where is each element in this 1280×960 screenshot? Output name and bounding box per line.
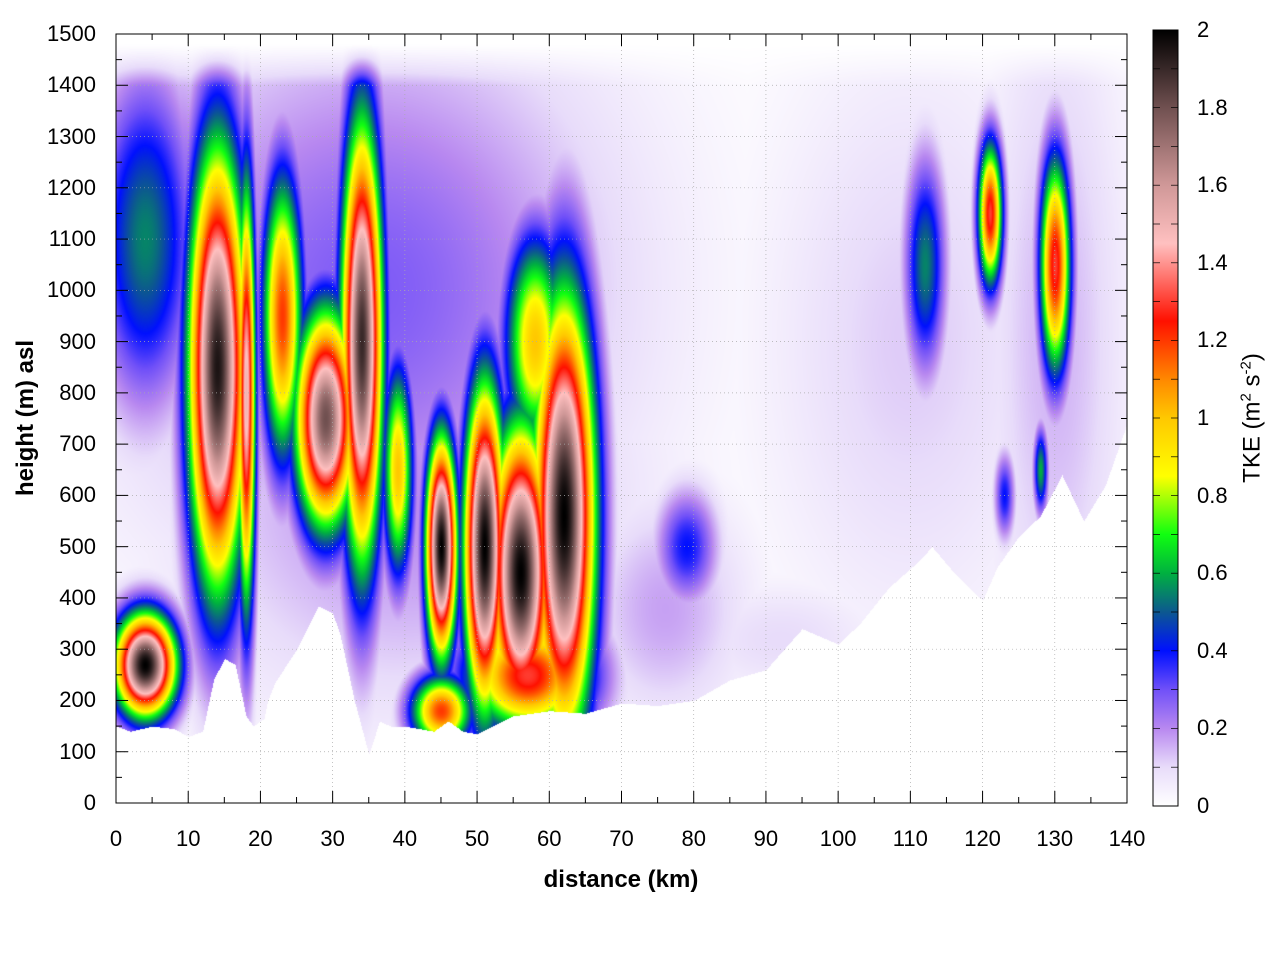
y-tick-label: 200 bbox=[59, 687, 96, 713]
y-tick-label: 500 bbox=[59, 533, 96, 559]
x-tick-label: 10 bbox=[175, 826, 201, 851]
colorbar-tick-label: 2 bbox=[1197, 17, 1210, 42]
y-tick-label: 800 bbox=[59, 379, 96, 405]
x-tick-label: 90 bbox=[753, 826, 779, 851]
colorbar-tick-label: 1.8 bbox=[1197, 94, 1228, 120]
y-tick-label: 400 bbox=[59, 584, 96, 610]
x-tick-label: 80 bbox=[681, 826, 706, 851]
y-tick-label: 1200 bbox=[47, 174, 96, 200]
colorbar-tick-label: 1.6 bbox=[1197, 172, 1228, 198]
colorbar-tick-label: 1.4 bbox=[1197, 249, 1228, 275]
x-tick-label: 20 bbox=[248, 826, 273, 851]
y-tick-label: 1400 bbox=[47, 72, 96, 98]
colorbar-label: TKE (m2 s-2) bbox=[1237, 353, 1266, 483]
x-tick-label: 0 bbox=[109, 826, 123, 851]
x-tick-label: 50 bbox=[464, 826, 490, 851]
y-tick-label: 1100 bbox=[48, 226, 96, 252]
colorbar-tick-label: 0.4 bbox=[1197, 637, 1228, 663]
colorbar-tick-label: 0 bbox=[1197, 793, 1210, 818]
y-tick-label: 600 bbox=[59, 482, 96, 508]
colorbar-tick-label: 0.2 bbox=[1197, 715, 1228, 741]
x-tick-label: 70 bbox=[609, 826, 634, 851]
colorbar-tick-label: 0.8 bbox=[1197, 482, 1228, 508]
colorbar-tick-label: 1.2 bbox=[1197, 327, 1228, 353]
colorbar-ticks bbox=[1153, 29, 1178, 807]
x-tick-label: 100 bbox=[819, 826, 857, 851]
y-tick-label: 0 bbox=[83, 790, 96, 815]
colorbar-tick-label: 0.6 bbox=[1197, 560, 1228, 586]
x-axis-label: distance (km) bbox=[543, 866, 699, 893]
y-tick-label: 300 bbox=[59, 636, 96, 662]
x-tick-label: 140 bbox=[1108, 826, 1146, 851]
colorbar-tick-label: 1 bbox=[1197, 405, 1210, 430]
x-tick-label: 30 bbox=[320, 826, 345, 851]
y-tick-label: 1500 bbox=[47, 21, 96, 46]
y-tick-label: 1300 bbox=[47, 123, 96, 149]
x-tick-label: 120 bbox=[964, 826, 1001, 851]
tke-heatmap bbox=[116, 34, 1127, 803]
x-tick-label: 40 bbox=[392, 826, 418, 851]
x-tick-label: 60 bbox=[537, 826, 562, 851]
x-tick-label: 130 bbox=[1036, 826, 1074, 851]
y-tick-label: 700 bbox=[59, 431, 96, 457]
x-tick-label: 110 bbox=[892, 826, 928, 851]
y-tick-label: 900 bbox=[59, 328, 96, 354]
y-tick-label: 1000 bbox=[47, 277, 96, 303]
y-tick-label: 100 bbox=[59, 738, 96, 764]
y-axis-label: height (m) asl bbox=[12, 339, 39, 497]
